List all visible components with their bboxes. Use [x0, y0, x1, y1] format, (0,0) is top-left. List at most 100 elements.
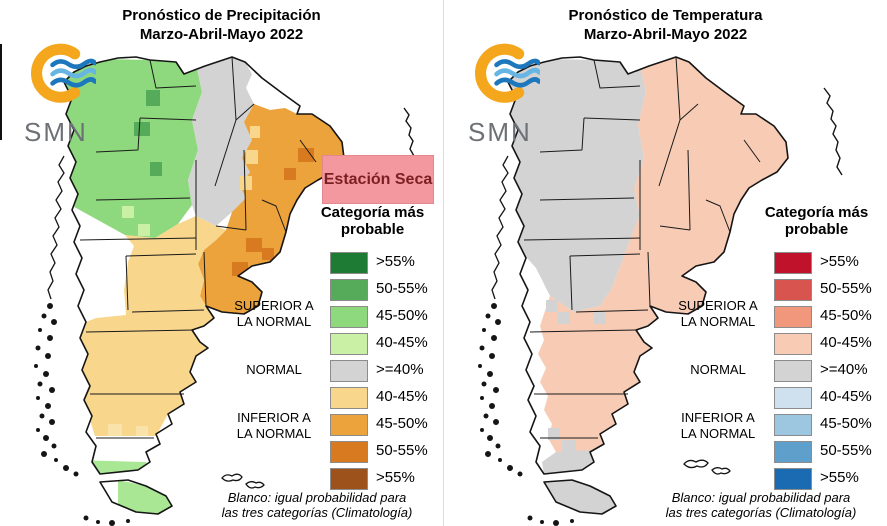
note-line: las tres categorías (Climatología) [221, 505, 413, 520]
category-line: SUPERIOR A [234, 298, 314, 313]
legend-label: 40-45% [820, 388, 872, 405]
pixel-patch [240, 176, 252, 190]
legend-label: >55% [376, 253, 415, 270]
legend-item: 50-55% [774, 279, 886, 301]
legend-item: 45-50% [774, 306, 886, 328]
pixel-patch [108, 424, 122, 436]
legend-heading-line: Categoría más [764, 204, 869, 221]
category-above-normal: SUPERIOR A LA NORMAL [222, 298, 326, 330]
malvinas-islands [683, 459, 731, 475]
legend-swatch [330, 279, 368, 301]
argentina-outline [507, 56, 789, 475]
note-line: las tres categorías (Climatología) [665, 505, 857, 520]
region-main-salmon [538, 57, 788, 452]
note-line: Blanco: igual probabilidad para [671, 490, 851, 505]
title-line: Pronóstico de Temperatura [568, 7, 763, 24]
title-line: Marzo-Abril-Mayo 2022 [139, 26, 304, 43]
category-normal: NORMAL [222, 362, 326, 378]
panel-temperature: Pronóstico de Temperatura Marzo-Abril-Ma… [444, 0, 887, 526]
legend-label: 50-55% [376, 280, 428, 297]
legend-heading-line: probable [784, 221, 849, 238]
legend-item: 45-50% [330, 306, 442, 328]
pixel-patch [594, 312, 606, 324]
smn-logo: SMN [466, 40, 562, 145]
category-line: LA NORMAL [680, 314, 756, 329]
logo-wave-middle [50, 67, 98, 79]
legend-item: >=40% [774, 360, 886, 382]
legend-item: 50-55% [774, 441, 886, 463]
smn-logo-icon [475, 43, 542, 103]
pixel-patch [146, 90, 160, 106]
logo-wave-bottom [50, 77, 98, 88]
legend-label: 45-50% [376, 415, 428, 432]
chilean-islands [34, 303, 130, 526]
legend-swatch [774, 468, 812, 490]
legend-item: 50-55% [330, 279, 442, 301]
legend-label: >55% [820, 469, 859, 486]
region-northcenter-gray [188, 57, 254, 226]
logo-wave-top [50, 58, 98, 70]
category-line: INFERIOR A [237, 410, 311, 425]
region-santacruz-south-green [76, 460, 150, 474]
region-tierradelfuego-gray [544, 480, 616, 514]
legend-label: 50-55% [376, 442, 428, 459]
title-line: Pronóstico de Precipitación [122, 7, 321, 24]
title-line: Marzo-Abril-Mayo 2022 [583, 26, 748, 43]
legend-label: 50-55% [820, 280, 872, 297]
region-central-tan [80, 216, 226, 436]
legend-swatch [774, 387, 812, 409]
malvinas-islands [221, 473, 265, 489]
category-above-normal: SUPERIOR A LA NORMAL [666, 298, 770, 330]
legend-swatch [330, 306, 368, 328]
legend-note: Blanco: igual probabilidad para las tres… [635, 490, 887, 520]
pixel-patch [546, 300, 558, 312]
pixel-patch [136, 426, 148, 436]
category-normal: NORMAL [666, 362, 770, 378]
pixel-patch [250, 126, 260, 138]
category-line: SUPERIOR A [678, 298, 758, 313]
category-line: LA NORMAL [680, 426, 756, 441]
chile-coastline [47, 155, 65, 300]
legend-item: 50-55% [330, 441, 442, 463]
legend-item: >=40% [330, 360, 442, 382]
region-west-gray [508, 58, 646, 312]
panel-precipitation: Pronóstico de Precipitación Marzo-Abril-… [0, 0, 444, 526]
legend-swatch [330, 441, 368, 463]
legend-swatch [330, 468, 368, 490]
legend-swatch [774, 279, 812, 301]
region-tierradelfuego-green [118, 480, 172, 514]
pixel-patch [262, 248, 274, 260]
logo-wave-top [494, 58, 542, 70]
pixel-patch [558, 312, 570, 324]
legend-swatch [330, 387, 368, 409]
legend-item: >55% [774, 468, 886, 490]
map-argentina-precipitation [34, 56, 415, 526]
pixel-patch [298, 148, 314, 162]
legend-label: 50-55% [820, 442, 872, 459]
legend-item: >55% [330, 468, 442, 490]
logo-ring [31, 43, 81, 103]
logo-wave-bottom [494, 77, 542, 88]
legend-label: 40-45% [376, 334, 428, 351]
region-northwest-green [64, 58, 202, 238]
pixel-patch [138, 224, 150, 236]
smn-logo: SMN [22, 40, 118, 145]
legend-item: 40-45% [774, 333, 886, 355]
legend-label: >=40% [820, 361, 868, 378]
legend-note: Blanco: igual probabilidad para las tres… [191, 490, 443, 520]
legend-label: >55% [820, 253, 859, 270]
category-line: NORMAL [690, 362, 746, 377]
tierradelfuego-outline [99, 479, 173, 515]
smn-logo-icon [31, 43, 98, 103]
pixel-patch [246, 150, 258, 164]
map-frame-mark [0, 44, 2, 140]
map-argentina-temperature [478, 56, 843, 526]
legend-heading-line: Categoría más [320, 204, 425, 221]
legend-swatch [774, 252, 812, 274]
legend-swatch [774, 333, 812, 355]
pixel-patch [284, 168, 296, 180]
category-line: NORMAL [246, 362, 302, 377]
legend-item: 45-50% [774, 414, 886, 436]
legend-swatch [774, 360, 812, 382]
pixel-patch [246, 238, 262, 252]
